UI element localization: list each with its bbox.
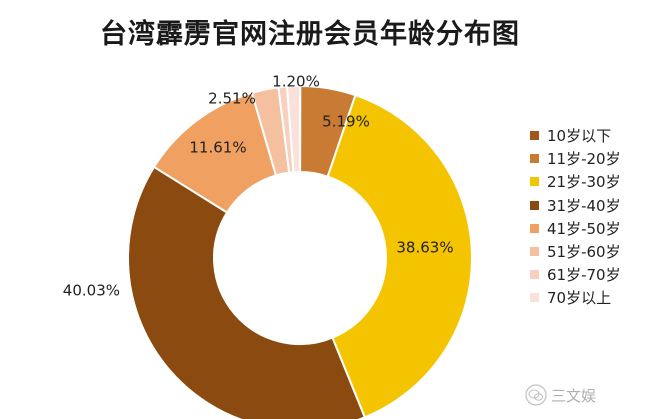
chart-title: 台湾霹雳官网注册会员年龄分布图 (100, 19, 520, 50)
legend-label: 51岁-60岁 (547, 243, 621, 262)
legend-label: 10岁以下 (547, 127, 612, 146)
legend-swatch (530, 293, 539, 303)
legend-swatch (530, 177, 539, 187)
legend-swatch (530, 154, 539, 164)
data-label-4: 40.03% (63, 282, 120, 300)
legend-label: 41岁-50岁 (547, 219, 621, 238)
legend-swatch (530, 270, 539, 280)
data-label-3: 38.63% (396, 239, 453, 257)
legend-item-7: 61岁-70岁 (530, 263, 665, 286)
legend-item-1: 10岁以下 (530, 124, 665, 147)
legend-label: 31岁-40岁 (547, 196, 621, 215)
legend-swatch (530, 131, 539, 141)
slice-3 (326, 93, 473, 419)
watermark-text: 三文娱 (551, 386, 597, 405)
wechat-icon (525, 384, 547, 406)
slice-8 (285, 84, 301, 174)
donut-slices (127, 84, 473, 419)
data-labels: 5.19% 38.63% 40.03% 11.61% 2.51% 1.20% (63, 73, 454, 300)
legend-swatch (530, 200, 539, 210)
slice-4 (127, 165, 367, 419)
legend-item-2: 11岁-20岁 (530, 147, 665, 170)
data-label-5: 11.61% (189, 139, 246, 157)
watermark: 三文娱 (525, 384, 596, 406)
legend-swatch (530, 247, 539, 257)
data-label-8: 1.20% (272, 73, 320, 91)
legend-label: 70岁以上 (547, 289, 612, 308)
legend-item-3: 21岁-30岁 (530, 170, 665, 193)
legend-label: 61岁-70岁 (547, 266, 621, 285)
legend-item-5: 41岁-50岁 (530, 217, 665, 240)
legend-item-8: 70岁以上 (530, 286, 665, 309)
legend-item-6: 51岁-60岁 (530, 240, 665, 263)
legend-swatch (530, 223, 539, 233)
legend: 10岁以下 11岁-20岁 21岁-30岁 31岁-40岁 41岁-50岁 51岁-60岁… (530, 124, 665, 310)
data-label-6: 2.51% (208, 90, 256, 108)
data-label-2: 5.19% (322, 113, 370, 131)
legend-item-4: 31岁-40岁 (530, 194, 665, 217)
legend-label: 11岁-20岁 (547, 150, 621, 169)
legend-label: 21岁-30岁 (547, 173, 621, 192)
